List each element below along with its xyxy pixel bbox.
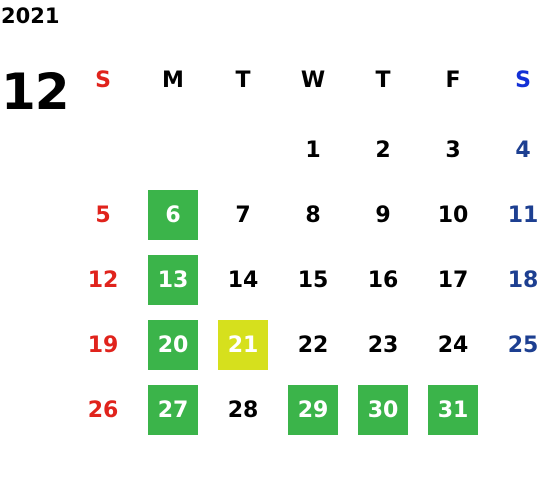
year-label: 2021 — [1, 4, 60, 28]
day-cell[interactable]: 3 — [445, 137, 461, 163]
day-cell-highlighted[interactable]: 20 — [148, 320, 198, 370]
day-cell[interactable]: 23 — [367, 332, 399, 358]
day-cell[interactable]: 1 — [305, 137, 321, 163]
day-cell-sunday[interactable]: 5 — [95, 202, 111, 228]
weekday-header-mon: M — [162, 67, 184, 93]
day-cell[interactable]: 22 — [297, 332, 329, 358]
day-cell-sunday[interactable]: 26 — [87, 397, 119, 423]
day-cell[interactable]: 10 — [437, 202, 469, 228]
day-cell[interactable]: 2 — [375, 137, 391, 163]
day-cell[interactable]: 17 — [437, 267, 469, 293]
weekday-header-sun: S — [95, 67, 111, 93]
day-cell-highlighted[interactable]: 31 — [428, 385, 478, 435]
weekday-header-wed: W — [300, 67, 326, 93]
day-cell-today[interactable]: 21 — [218, 320, 268, 370]
day-cell-highlighted[interactable]: 27 — [148, 385, 198, 435]
weekday-header-fri: F — [445, 67, 461, 93]
day-cell[interactable]: 9 — [375, 202, 391, 228]
day-cell-highlighted[interactable]: 6 — [148, 190, 198, 240]
weekday-header-sat: S — [515, 67, 531, 93]
day-cell-saturday[interactable]: 25 — [507, 332, 539, 358]
day-cell-saturday[interactable]: 11 — [507, 202, 539, 228]
day-cell-saturday[interactable]: 4 — [515, 137, 531, 163]
day-cell[interactable]: 7 — [235, 202, 251, 228]
weekday-header-thu: T — [375, 67, 391, 93]
day-cell-highlighted[interactable]: 30 — [358, 385, 408, 435]
day-cell[interactable]: 28 — [227, 397, 259, 423]
day-cell[interactable]: 24 — [437, 332, 469, 358]
day-cell-sunday[interactable]: 12 — [87, 267, 119, 293]
day-cell-highlighted[interactable]: 29 — [288, 385, 338, 435]
month-number: 12 — [1, 63, 70, 121]
day-cell[interactable]: 16 — [367, 267, 399, 293]
weekday-header-tue: T — [235, 67, 251, 93]
day-cell[interactable]: 8 — [305, 202, 321, 228]
day-cell-saturday[interactable]: 18 — [507, 267, 539, 293]
day-cell-highlighted[interactable]: 13 — [148, 255, 198, 305]
day-cell[interactable]: 15 — [297, 267, 329, 293]
day-cell-sunday[interactable]: 19 — [87, 332, 119, 358]
day-cell[interactable]: 14 — [227, 267, 259, 293]
